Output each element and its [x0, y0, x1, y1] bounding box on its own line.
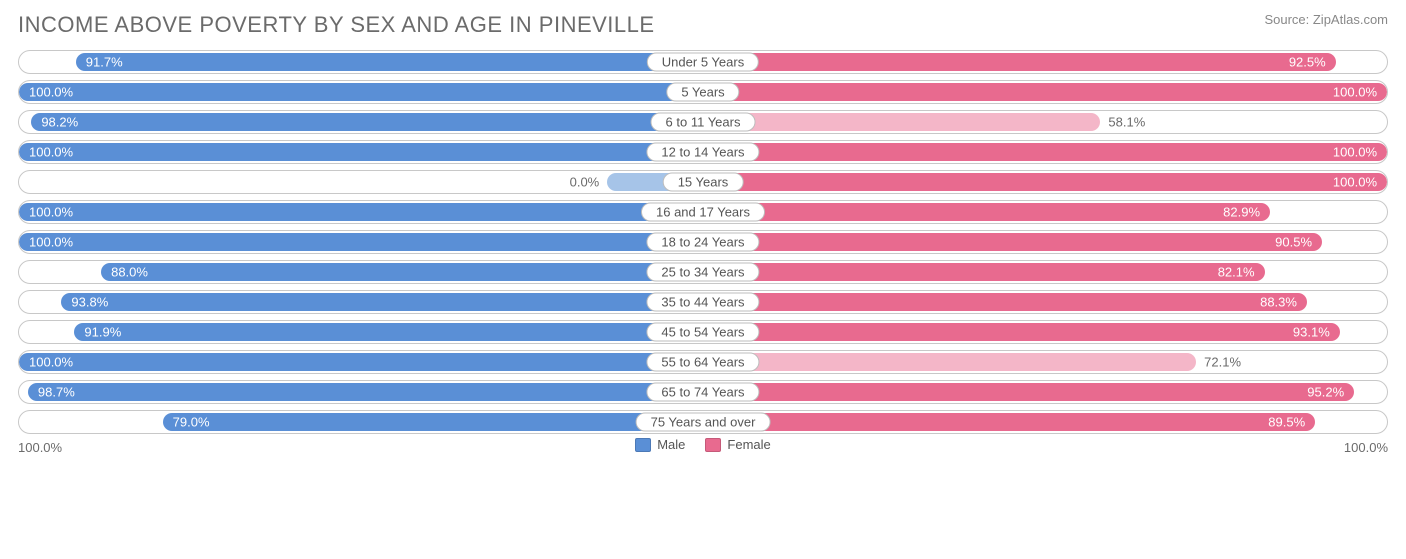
category-pill: 55 to 64 Years [646, 353, 759, 372]
category-pill: 18 to 24 Years [646, 233, 759, 252]
male-value: 98.7% [38, 385, 75, 400]
axis-right-label: 100.0% [1344, 440, 1388, 455]
female-bar: 89.5% [703, 413, 1315, 431]
male-value: 91.7% [86, 55, 123, 70]
male-value: 0.0% [570, 175, 600, 190]
male-bar: 98.7% [28, 383, 703, 401]
legend: Male Female [18, 437, 1388, 452]
category-pill: 75 Years and over [636, 413, 771, 432]
female-value: 100.0% [1333, 145, 1377, 160]
male-bar: 93.8% [61, 293, 703, 311]
male-value: 91.9% [84, 325, 121, 340]
female-value: 93.1% [1293, 325, 1330, 340]
female-bar: 93.1% [703, 323, 1340, 341]
female-value: 90.5% [1275, 235, 1312, 250]
chart-rows: 91.7% 92.5% Under 5 Years 100.0% 100.0% 5 Yea… [18, 50, 1388, 434]
legend-item-male: Male [635, 437, 685, 452]
male-value: 100.0% [29, 355, 73, 370]
male-value: 100.0% [29, 145, 73, 160]
legend-male-label: Male [657, 437, 685, 452]
female-bar: 82.1% [703, 263, 1265, 281]
female-value: 89.5% [1268, 415, 1305, 430]
chart-row: 79.0% 89.5% 75 Years and over [18, 410, 1388, 434]
male-bar: 100.0% [19, 83, 703, 101]
female-value: 82.1% [1218, 265, 1255, 280]
male-bar: 79.0% [163, 413, 703, 431]
female-value: 82.9% [1223, 205, 1260, 220]
category-pill: Under 5 Years [647, 53, 759, 72]
female-bar: 100.0% [703, 143, 1387, 161]
category-pill: 16 and 17 Years [641, 203, 765, 222]
chart-source: Source: ZipAtlas.com [1264, 12, 1388, 27]
axis-left-label: 100.0% [18, 440, 62, 455]
female-value: 92.5% [1289, 55, 1326, 70]
male-bar: 91.7% [76, 53, 703, 71]
female-bar: 100.0% [703, 83, 1387, 101]
female-bar: 95.2% [703, 383, 1354, 401]
category-pill: 5 Years [666, 83, 739, 102]
male-value: 98.2% [41, 115, 78, 130]
chart-row: 100.0% 100.0% 12 to 14 Years [18, 140, 1388, 164]
female-bar: 92.5% [703, 53, 1336, 71]
female-bar [703, 353, 1196, 371]
female-bar: 88.3% [703, 293, 1307, 311]
category-pill: 15 Years [663, 173, 744, 192]
chart-row: 91.9% 93.1% 45 to 54 Years [18, 320, 1388, 344]
male-bar: 88.0% [101, 263, 703, 281]
female-value: 58.1% [1108, 115, 1145, 130]
male-value: 93.8% [71, 295, 108, 310]
category-pill: 12 to 14 Years [646, 143, 759, 162]
chart-row: 98.7% 95.2% 65 to 74 Years [18, 380, 1388, 404]
male-bar: 100.0% [19, 233, 703, 251]
category-pill: 35 to 44 Years [646, 293, 759, 312]
chart-row: 91.7% 92.5% Under 5 Years [18, 50, 1388, 74]
female-bar [703, 113, 1100, 131]
chart-row: 98.2% 58.1% 6 to 11 Years [18, 110, 1388, 134]
category-pill: 6 to 11 Years [651, 113, 756, 132]
category-pill: 65 to 74 Years [646, 383, 759, 402]
female-value: 88.3% [1260, 295, 1297, 310]
chart-title: INCOME ABOVE POVERTY BY SEX AND AGE IN P… [18, 12, 655, 38]
male-bar: 100.0% [19, 203, 703, 221]
female-value: 72.1% [1204, 355, 1241, 370]
male-value: 88.0% [111, 265, 148, 280]
female-value: 100.0% [1333, 175, 1377, 190]
male-value: 100.0% [29, 205, 73, 220]
male-bar: 100.0% [19, 143, 703, 161]
category-pill: 45 to 54 Years [646, 323, 759, 342]
chart-row: 100.0% 72.1% 55 to 64 Years [18, 350, 1388, 374]
male-value: 100.0% [29, 85, 73, 100]
male-value: 100.0% [29, 235, 73, 250]
legend-female-label: Female [727, 437, 770, 452]
female-swatch [705, 438, 721, 452]
female-value: 100.0% [1333, 85, 1377, 100]
male-bar: 98.2% [31, 113, 703, 131]
male-bar: 100.0% [19, 353, 703, 371]
chart-row: 0.0% 100.0% 15 Years [18, 170, 1388, 194]
female-bar: 90.5% [703, 233, 1322, 251]
chart-row: 100.0% 100.0% 5 Years [18, 80, 1388, 104]
female-bar: 100.0% [703, 173, 1387, 191]
category-pill: 25 to 34 Years [646, 263, 759, 282]
chart-row: 100.0% 90.5% 18 to 24 Years [18, 230, 1388, 254]
female-bar: 82.9% [703, 203, 1270, 221]
chart-row: 100.0% 82.9% 16 and 17 Years [18, 200, 1388, 224]
male-bar: 91.9% [74, 323, 703, 341]
legend-item-female: Female [705, 437, 770, 452]
female-value: 95.2% [1307, 385, 1344, 400]
chart-row: 88.0% 82.1% 25 to 34 Years [18, 260, 1388, 284]
male-swatch [635, 438, 651, 452]
male-value: 79.0% [173, 415, 210, 430]
chart-row: 93.8% 88.3% 35 to 44 Years [18, 290, 1388, 314]
